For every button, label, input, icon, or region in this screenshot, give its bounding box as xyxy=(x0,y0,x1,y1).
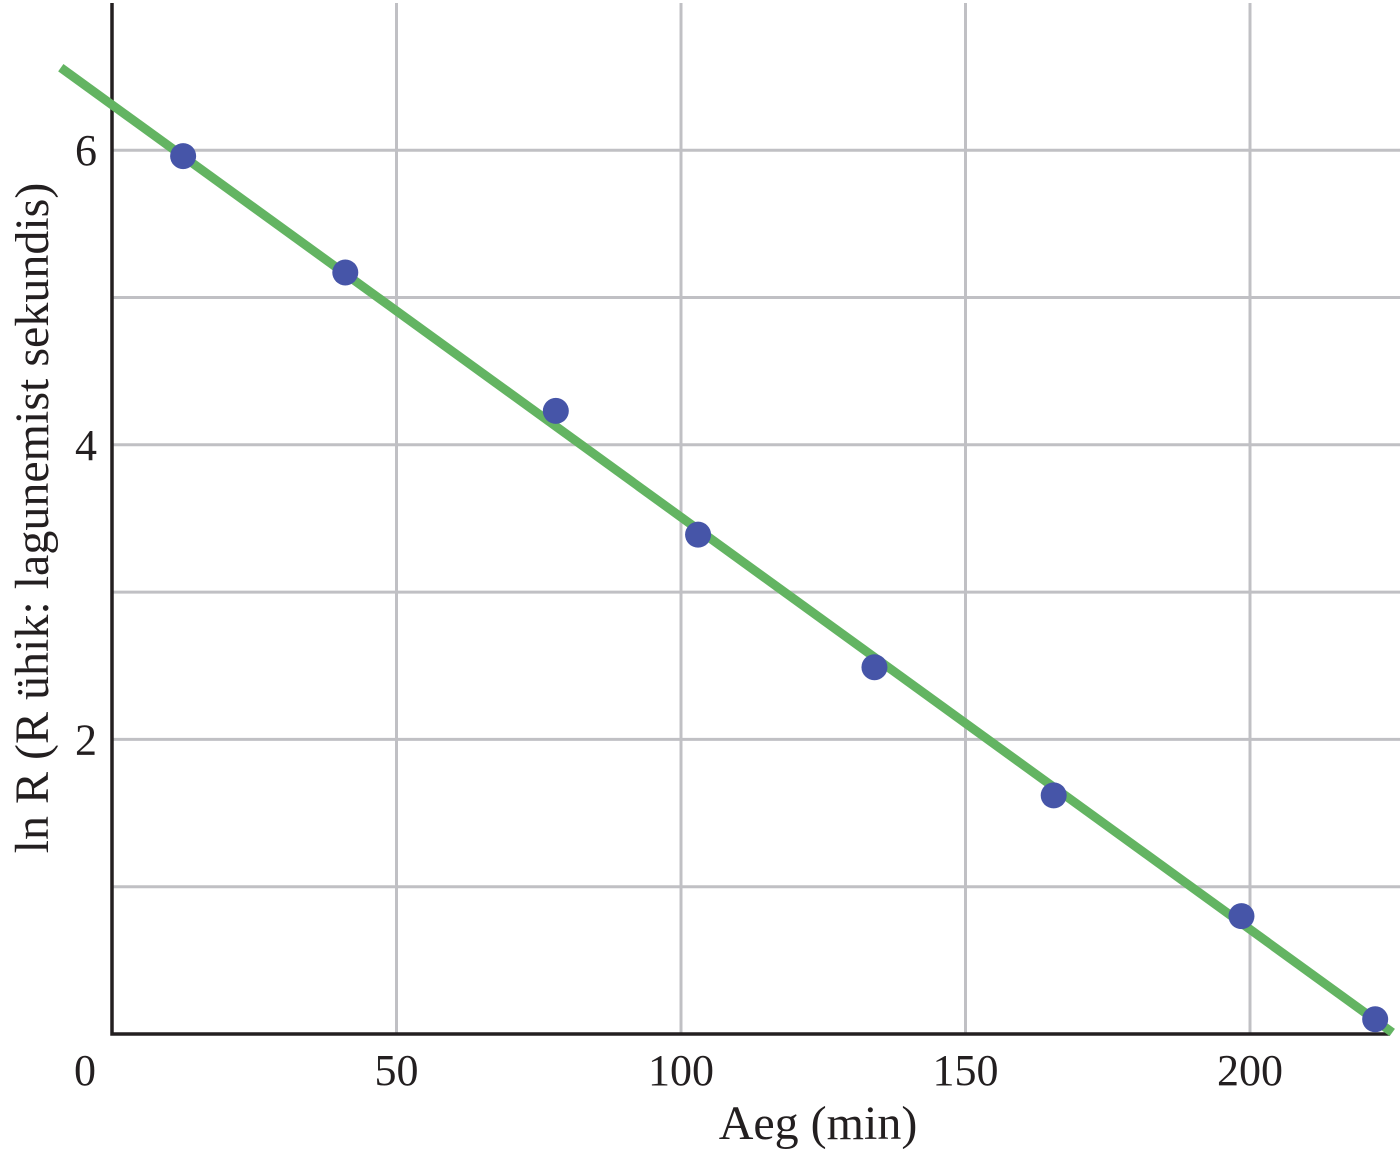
tick-labels-group: 0 50 100 150 200 2 4 6 xyxy=(74,126,1283,1095)
x-tick-label-200: 200 xyxy=(1217,1046,1283,1095)
data-points-group xyxy=(170,143,1389,1033)
fit-line-group xyxy=(58,64,1395,1037)
y-tick-label-4: 4 xyxy=(75,421,97,470)
x-tick-label-50: 50 xyxy=(375,1046,419,1095)
data-point-5 xyxy=(861,654,888,681)
data-point-1 xyxy=(170,143,197,170)
data-point-7 xyxy=(1228,903,1255,930)
data-point-2 xyxy=(332,259,359,286)
axes-frame xyxy=(110,3,1390,1036)
fit-line xyxy=(58,64,1395,1037)
x-axis-title: Aeg (min) xyxy=(719,1097,918,1150)
x-tick-label-150: 150 xyxy=(933,1046,999,1095)
y-axis-title: ln R (R ühik: lagunemist sekundis) xyxy=(6,183,59,854)
x-tick-label-100: 100 xyxy=(648,1046,714,1095)
data-point-6 xyxy=(1040,782,1067,809)
data-point-4 xyxy=(685,521,712,548)
y-tick-label-2: 2 xyxy=(75,715,97,764)
x-tick-label-origin: 0 xyxy=(74,1046,96,1095)
axes xyxy=(110,3,1390,1036)
data-point-3 xyxy=(542,397,569,424)
grid xyxy=(112,3,1400,1034)
y-tick-label-6: 6 xyxy=(75,126,97,175)
data-point-8 xyxy=(1362,1006,1389,1033)
